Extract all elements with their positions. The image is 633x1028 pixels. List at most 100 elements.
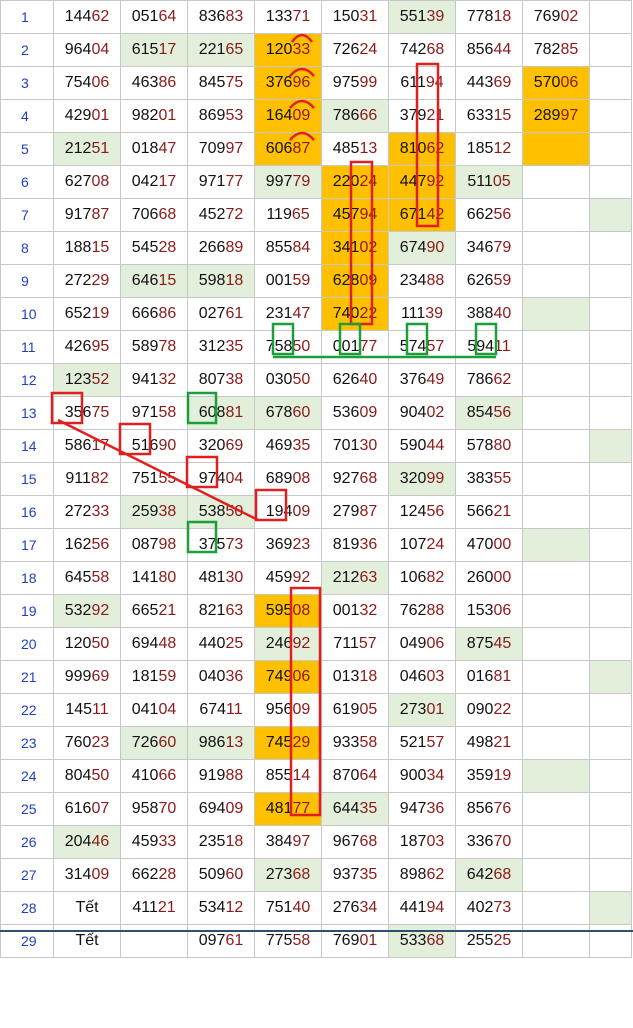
- table-cell: 63315: [455, 99, 523, 133]
- table-cell: 26689: [187, 231, 255, 265]
- table-cell: 74268: [388, 33, 456, 67]
- table-cell: 48130: [187, 561, 255, 595]
- table-cell: 37921: [388, 99, 456, 133]
- table-cell: [522, 924, 590, 958]
- table-cell: 12352: [53, 363, 121, 397]
- table-cell: 05164: [120, 0, 188, 34]
- table-cell: 59044: [388, 429, 456, 463]
- table-cell: [522, 495, 590, 529]
- table-row: 10 65219 66686 02761 23147 74022 11139 38840: [0, 297, 632, 331]
- table-cell: [522, 792, 590, 826]
- row-number: 21: [0, 660, 54, 694]
- table-cell: 18159: [120, 660, 188, 694]
- row-number: 20: [0, 627, 54, 661]
- table-cell: [522, 891, 590, 925]
- table-cell: 45933: [120, 825, 188, 859]
- table-cell: 72624: [321, 33, 389, 67]
- table-row: 3 75406 46386 84575 37696 97599 61194 44369 5700…: [0, 66, 632, 100]
- row-number: 18: [0, 561, 54, 595]
- table-row: 24 80450 41066 91988 85514 87064 90034 35919: [0, 759, 632, 793]
- table-cell: 90402: [388, 396, 456, 430]
- row-number: 3: [0, 66, 54, 100]
- results-grid: 1 14462 05164 83683 13371 15031 55139 77818 7690…: [0, 0, 632, 958]
- table-cell: 24692: [254, 627, 322, 661]
- table-cell: 11965: [254, 198, 322, 232]
- table-cell: 32069: [187, 429, 255, 463]
- table-row: 2 96404 61517 22165 12033 72624 74268 85644 7828…: [0, 33, 632, 67]
- table-cell: 89862: [388, 858, 456, 892]
- table-row: 15 91182 75155 97404 68908 92768 32099 38355: [0, 462, 632, 496]
- table-row: 20 12050 69448 44025 24692 71157 04906 87545: [0, 627, 632, 661]
- table-cell: 04906: [388, 627, 456, 661]
- table-cell: 97599: [321, 66, 389, 100]
- table-cell: 62708: [53, 165, 121, 199]
- table-cell: 80738: [187, 363, 255, 397]
- table-cell: [522, 627, 590, 661]
- table-cell: 59508: [254, 594, 322, 628]
- table-cell: 57457: [388, 330, 456, 364]
- table-cell: Tết: [53, 924, 121, 958]
- table-cell: [522, 198, 590, 232]
- table-cell: [589, 330, 632, 364]
- table-row: 19 53292 66521 82163 59508 00132 76288 15306: [0, 594, 632, 628]
- table-cell: 27987: [321, 495, 389, 529]
- table-cell: 38840: [455, 297, 523, 331]
- table-row: 7 91787 70668 45272 11965 45794 67142 66256: [0, 198, 632, 232]
- table-cell: [522, 561, 590, 595]
- table-cell: 96404: [53, 33, 121, 67]
- table-cell: 02761: [187, 297, 255, 331]
- table-row: 12 12352 94132 80738 03050 62640 37649 78662: [0, 363, 632, 397]
- row-number: 23: [0, 726, 54, 760]
- table-cell: [589, 297, 632, 331]
- table-cell: 18703: [388, 825, 456, 859]
- table-cell: [589, 462, 632, 496]
- table-cell: 21251: [53, 132, 121, 166]
- table-cell: 27229: [53, 264, 121, 298]
- table-cell: 27368: [254, 858, 322, 892]
- table-cell: [522, 726, 590, 760]
- table-cell: 09022: [455, 693, 523, 727]
- table-cell: 55139: [388, 0, 456, 34]
- table-cell: 82163: [187, 594, 255, 628]
- table-cell: 85584: [254, 231, 322, 265]
- row-number: 27: [0, 858, 54, 892]
- results-table-body: 1 14462 05164 83683 13371 15031 55139 77818 7690…: [0, 0, 632, 958]
- table-cell: 75140: [254, 891, 322, 925]
- table-cell: [522, 330, 590, 364]
- table-cell: 93735: [321, 858, 389, 892]
- table-cell: 34679: [455, 231, 523, 265]
- table-cell: 20446: [53, 825, 121, 859]
- table-cell: 64268: [455, 858, 523, 892]
- table-cell: [589, 924, 632, 958]
- table-cell: 62659: [455, 264, 523, 298]
- table-cell: 25938: [120, 495, 188, 529]
- table-cell: 96768: [321, 825, 389, 859]
- table-row: 16 27233 25938 53850 19409 27987 12456 56621: [0, 495, 632, 529]
- table-cell: 09761: [187, 924, 255, 958]
- table-cell: 10724: [388, 528, 456, 562]
- table-cell: 40273: [455, 891, 523, 925]
- table-cell: [589, 429, 632, 463]
- table-cell: 78662: [455, 363, 523, 397]
- table-cell: 76901: [321, 924, 389, 958]
- table-cell: [522, 132, 590, 166]
- table-row: 27 31409 66228 50960 27368 93735 89862 64268: [0, 858, 632, 892]
- table-row: 26 20446 45933 23518 38497 96768 18703 33670: [0, 825, 632, 859]
- table-cell: 23518: [187, 825, 255, 859]
- table-cell: 75406: [53, 66, 121, 100]
- table-cell: 78285: [522, 33, 590, 67]
- table-cell: 13371: [254, 0, 322, 34]
- table-row: 21 99969 18159 04036 74906 01318 04603 01681: [0, 660, 632, 694]
- table-cell: [522, 858, 590, 892]
- table-cell: 67411: [187, 693, 255, 727]
- table-cell: 04104: [120, 693, 188, 727]
- table-cell: [589, 792, 632, 826]
- table-cell: [589, 495, 632, 529]
- row-number: 7: [0, 198, 54, 232]
- table-row: 4 42901 98201 86953 16409 78666 37921 63315 2899…: [0, 99, 632, 133]
- table-cell: 61607: [53, 792, 121, 826]
- table-cell: 72660: [120, 726, 188, 760]
- table-cell: 52157: [388, 726, 456, 760]
- table-cell: 16256: [53, 528, 121, 562]
- table-cell: 81062: [388, 132, 456, 166]
